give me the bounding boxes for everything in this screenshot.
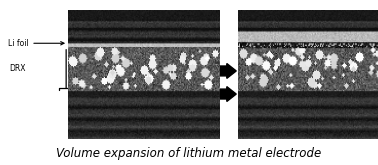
FancyArrow shape (219, 64, 236, 78)
Text: DRX: DRX (9, 64, 26, 73)
Text: Li foil: Li foil (8, 39, 64, 48)
FancyArrow shape (219, 87, 236, 101)
Text: Volume expansion of lithium metal electrode: Volume expansion of lithium metal electr… (56, 147, 322, 160)
